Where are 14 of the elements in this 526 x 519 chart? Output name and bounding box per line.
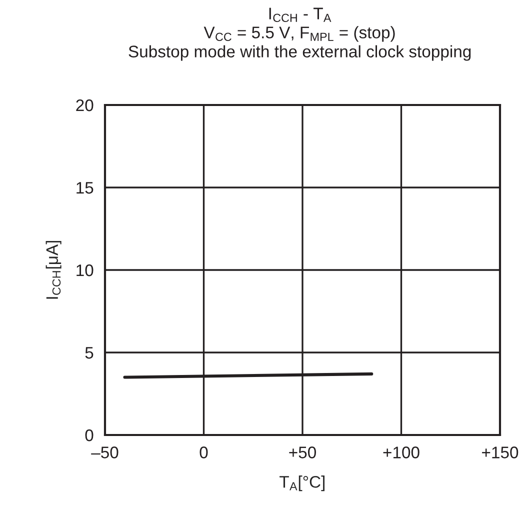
y-tick-label: 10 — [76, 264, 94, 276]
x-tick-label: –50 — [91, 446, 118, 458]
chart-title: I$_{CCH}$ - T$_{A}$ — [269, 8, 332, 22]
chart-subtitle: V$_{CC}$ = 5.5 V, F$_{MPL}$ = (stop) Substop mode with the external clock stopping — [128, 26, 471, 61]
x-tick-label: +100 — [383, 446, 420, 458]
y-tick-label: 20 — [76, 99, 94, 112]
y-tick-label: 0 — [85, 429, 94, 442]
x-axis-title: T$_{A}$[°C] — [280, 476, 324, 492]
y-tick-label: 15 — [76, 182, 94, 194]
x-tick-label: +50 — [289, 446, 316, 458]
x-tick-label: +150 — [482, 446, 518, 458]
y-tick-label: 5 — [85, 347, 94, 359]
y-axis-title: I$_{CCH}$[μA] — [46, 240, 62, 299]
x-tick-label: 0 — [200, 446, 208, 458]
